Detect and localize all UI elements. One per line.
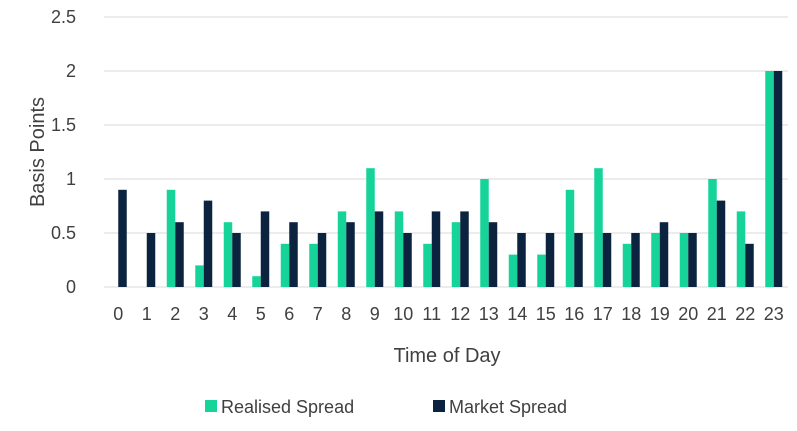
x-tick-label: 18 <box>621 304 641 324</box>
bar-market-spread <box>716 200 726 287</box>
bar-market-spread <box>232 233 241 287</box>
bar-market-spread <box>260 211 270 287</box>
bar-realised-spread <box>736 211 746 287</box>
x-tick-label: 14 <box>507 304 527 324</box>
bar-realised-spread <box>166 189 176 287</box>
x-axis-title: Time of Day <box>393 345 500 367</box>
x-tick-label: 5 <box>256 304 266 324</box>
bar-realised-spread <box>337 211 347 287</box>
bar-market-spread <box>203 200 213 287</box>
x-tick-label: 0 <box>113 304 123 324</box>
bar-realised-spread <box>252 276 261 287</box>
x-tick-label: 10 <box>393 304 413 324</box>
bar-realised-spread <box>537 254 546 287</box>
bar-realised-spread <box>451 222 461 287</box>
x-tick-label: 9 <box>370 304 380 324</box>
bar-realised-spread <box>223 222 233 287</box>
bar-realised-spread <box>195 265 204 287</box>
x-tick-label: 19 <box>650 304 670 324</box>
y-axis-ticks: 0 0.5 1 1.5 2 2.5 <box>51 7 76 297</box>
y-tick-label: 2.5 <box>51 7 76 27</box>
bar-market-spread <box>631 233 640 287</box>
bar-market-spread <box>545 233 555 287</box>
x-tick-label: 7 <box>313 304 323 324</box>
y-axis-title: Basis Points <box>27 97 49 207</box>
x-tick-label: 4 <box>227 304 237 324</box>
bar-market-spread <box>773 71 783 287</box>
bar-realised-spread <box>309 243 318 287</box>
x-tick-label: 20 <box>678 304 698 324</box>
legend-label: Market Spread <box>449 397 567 417</box>
bar-realised-spread <box>394 211 404 287</box>
legend: Realised Spread Market Spread <box>205 397 567 417</box>
x-tick-label: 3 <box>199 304 209 324</box>
bar-market-spread <box>488 222 498 287</box>
bar-realised-spread <box>708 179 717 287</box>
bar-realised-spread <box>622 243 632 287</box>
y-tick-label: 2 <box>66 61 76 81</box>
bar-market-spread <box>146 233 156 287</box>
y-tick-label: 1.5 <box>51 115 76 135</box>
y-tick-label: 0.5 <box>51 223 76 243</box>
bar-realised-spread <box>480 179 489 287</box>
bar-realised-spread <box>508 254 518 287</box>
legend-label: Realised Spread <box>221 397 354 417</box>
bar-market-spread <box>289 222 298 287</box>
x-tick-label: 17 <box>593 304 613 324</box>
y-tick-label: 1 <box>66 169 76 189</box>
bar-realised-spread <box>280 243 290 287</box>
bar-realised-spread <box>423 243 432 287</box>
x-tick-label: 16 <box>564 304 584 324</box>
x-axis-ticks: 0 1 2 3 4 5 6 7 8 9 10 11 12 13 14 15 16 17 18 19 20 21 22 23 <box>113 304 784 324</box>
bar-realised-spread <box>765 71 774 287</box>
x-tick-label: 21 <box>707 304 727 324</box>
x-tick-label: 1 <box>142 304 152 324</box>
legend-swatch <box>205 400 217 412</box>
bar-market-spread <box>745 243 754 287</box>
y-tick-label: 0 <box>66 277 76 297</box>
x-tick-label: 15 <box>536 304 556 324</box>
bar-market-spread <box>659 222 669 287</box>
bar-market-spread <box>175 222 184 287</box>
legend-swatch <box>433 400 445 412</box>
bar-market-spread <box>517 233 526 287</box>
bar-market-spread <box>602 233 612 287</box>
x-tick-label: 8 <box>341 304 351 324</box>
bar-realised-spread <box>366 168 375 287</box>
bar-market-spread <box>688 233 697 287</box>
bar-market-spread <box>574 233 583 287</box>
bar-realised-spread <box>679 233 689 287</box>
bar-market-spread <box>118 189 127 287</box>
bar-market-spread <box>460 211 469 287</box>
bar-realised-spread <box>594 168 603 287</box>
x-tick-label: 2 <box>170 304 180 324</box>
bar-market-spread <box>374 211 384 287</box>
x-tick-label: 11 <box>422 304 441 324</box>
bar-market-spread <box>346 222 355 287</box>
x-tick-label: 22 <box>735 304 755 324</box>
bars <box>118 71 783 287</box>
x-tick-label: 6 <box>284 304 294 324</box>
bar-realised-spread <box>651 233 660 287</box>
bar-market-spread <box>317 233 327 287</box>
x-tick-label: 12 <box>450 304 470 324</box>
bar-market-spread <box>403 233 412 287</box>
bar-market-spread <box>431 211 441 287</box>
x-tick-label: 13 <box>479 304 499 324</box>
bar-realised-spread <box>565 189 575 287</box>
x-tick-label: 23 <box>764 304 784 324</box>
gridlines <box>104 16 788 288</box>
